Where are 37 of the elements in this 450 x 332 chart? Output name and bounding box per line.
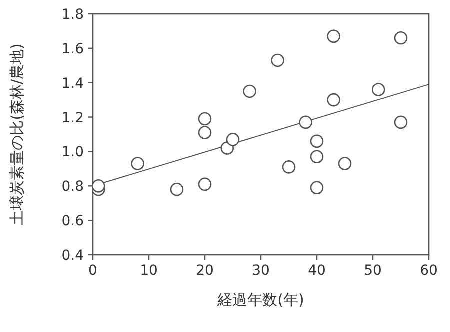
point: [327, 93, 340, 107]
y-tick-label: 0.4: [62, 248, 84, 264]
point: [243, 84, 256, 98]
point: [310, 134, 324, 148]
point: [198, 178, 212, 192]
point: [372, 83, 386, 96]
point: [394, 116, 408, 130]
point: [198, 126, 212, 140]
x-axis-title: 経過年数(年): [216, 291, 304, 309]
point: [299, 116, 312, 130]
point: [327, 30, 340, 44]
x-tick-label: 10: [140, 263, 158, 279]
point: [198, 112, 212, 126]
point: [310, 150, 324, 164]
y-tick-label: 0.6: [62, 214, 84, 230]
x-tick-label: 60: [420, 263, 438, 279]
y-axis-title: 土壌炭素量の比(森林/農地): [8, 44, 26, 226]
y-tick-label: 1.4: [62, 76, 84, 92]
y-tick-label: 1.6: [62, 41, 84, 58]
point: [92, 179, 106, 193]
x-tick-label: 20: [196, 263, 214, 279]
point: [394, 31, 408, 45]
point: [338, 157, 352, 170]
point: [226, 133, 240, 146]
y-tick-label: 0.8: [62, 179, 84, 196]
point: [271, 54, 284, 68]
point: [170, 182, 184, 196]
x-tick-label: 40: [308, 263, 326, 279]
point: [131, 157, 144, 170]
x-tick-label: 50: [364, 263, 382, 279]
x-tick-label: 30: [252, 263, 270, 279]
point: [282, 160, 296, 174]
y-tick-label: 1.0: [62, 144, 84, 161]
x-tick-label: 0: [88, 263, 98, 279]
y-tick-label: 1.8: [62, 7, 84, 23]
y-tick-label: 1.2: [62, 110, 84, 126]
point: [310, 181, 324, 195]
